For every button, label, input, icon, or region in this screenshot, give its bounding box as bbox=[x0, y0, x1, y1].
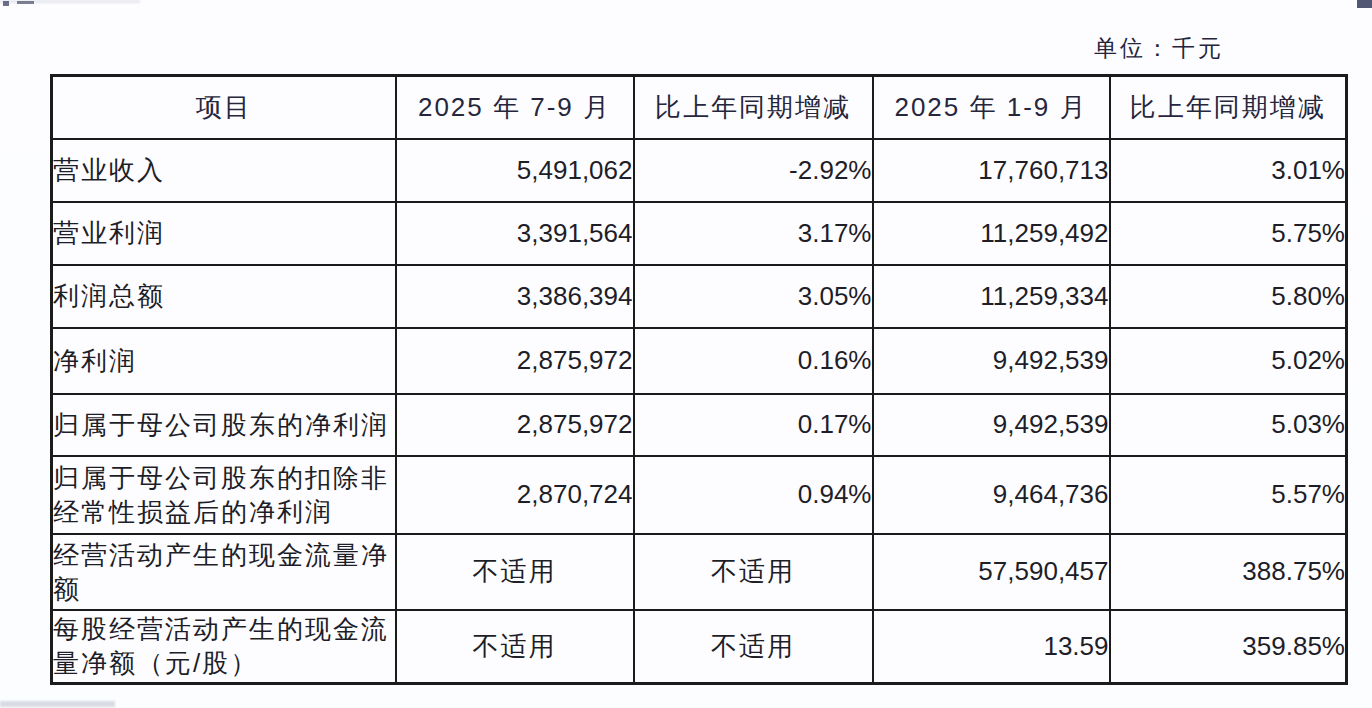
unit-label: 单位：千元 bbox=[1094, 33, 1224, 64]
value-cell: 17,760,713 bbox=[873, 139, 1110, 202]
value-cell: 5.03% bbox=[1110, 394, 1347, 456]
header-q3-yoy: 比上年同期增减 bbox=[634, 76, 873, 139]
value-cell: 2,875,972 bbox=[396, 328, 634, 394]
scan-smudge-bottom-left bbox=[0, 701, 115, 707]
value-cell: 不适用 bbox=[634, 534, 873, 610]
value-cell: 11,259,334 bbox=[873, 265, 1110, 328]
value-cell: 0.16% bbox=[634, 328, 873, 394]
row-label: 营业收入 bbox=[52, 139, 396, 202]
value-cell: 不适用 bbox=[396, 610, 634, 684]
table-row: 营业收入 5,491,062 -2.92% 17,760,713 3.01% bbox=[52, 139, 1347, 202]
row-label: 每股经营活动产生的现金流 量净额（元/股） bbox=[52, 610, 396, 684]
value-cell: 5.75% bbox=[1110, 202, 1347, 265]
value-cell: 359.85% bbox=[1110, 610, 1347, 684]
table-row: 归属于母公司股东的净利润 2,875,972 0.17% 9,492,539 5… bbox=[52, 394, 1347, 456]
value-cell: 9,464,736 bbox=[873, 456, 1110, 534]
value-cell: 5,491,062 bbox=[396, 139, 634, 202]
row-label: 净利润 bbox=[52, 328, 396, 394]
header-ytd-yoy: 比上年同期增减 bbox=[1110, 76, 1347, 139]
value-cell: 11,259,492 bbox=[873, 202, 1110, 265]
table-header-row: 项目 2025 年 7-9 月 比上年同期增减 2025 年 1-9 月 比上年… bbox=[52, 76, 1347, 139]
row-label: 经营活动产生的现金流量净 额 bbox=[52, 534, 396, 610]
row-label: 归属于母公司股东的净利润 bbox=[52, 394, 396, 456]
value-cell: 5.02% bbox=[1110, 328, 1347, 394]
row-label: 利润总额 bbox=[52, 265, 396, 328]
scan-mark-top-right bbox=[1357, 0, 1372, 8]
table-row: 营业利润 3,391,564 3.17% 11,259,492 5.75% bbox=[52, 202, 1347, 265]
value-cell: 3,386,394 bbox=[396, 265, 634, 328]
document-page: 单位：千元 项目 2025 年 7-9 月 比上年同期增减 2025 年 1-9… bbox=[0, 0, 1372, 708]
scan-mark-top-left-dash bbox=[17, 1, 34, 4]
value-cell: 5.80% bbox=[1110, 265, 1347, 328]
value-cell: 0.94% bbox=[634, 456, 873, 534]
row-label: 归属于母公司股东的扣除非 经常性损益后的净利润 bbox=[52, 456, 396, 534]
value-cell: 9,492,539 bbox=[873, 328, 1110, 394]
header-item: 项目 bbox=[52, 76, 396, 139]
value-cell: 57,590,457 bbox=[873, 534, 1110, 610]
value-cell: 3,391,564 bbox=[396, 202, 634, 265]
value-cell: 0.17% bbox=[634, 394, 873, 456]
value-cell: 3.01% bbox=[1110, 139, 1347, 202]
value-cell: 9,492,539 bbox=[873, 394, 1110, 456]
value-cell: 5.57% bbox=[1110, 456, 1347, 534]
value-cell: 388.75% bbox=[1110, 534, 1347, 610]
value-cell: 不适用 bbox=[396, 534, 634, 610]
value-cell: 13.59 bbox=[873, 610, 1110, 684]
value-cell: 不适用 bbox=[634, 610, 873, 684]
table-row: 归属于母公司股东的扣除非 经常性损益后的净利润 2,870,724 0.94% … bbox=[52, 456, 1347, 534]
table-row: 净利润 2,875,972 0.16% 9,492,539 5.02% bbox=[52, 328, 1347, 394]
row-label: 营业利润 bbox=[52, 202, 396, 265]
table-row: 经营活动产生的现金流量净 额 不适用 不适用 57,590,457 388.75… bbox=[52, 534, 1347, 610]
header-q3-period: 2025 年 7-9 月 bbox=[396, 76, 634, 139]
table-row: 每股经营活动产生的现金流 量净额（元/股） 不适用 不适用 13.59 359.… bbox=[52, 610, 1347, 684]
scan-mark-top-left bbox=[3, 1, 9, 6]
value-cell: -2.92% bbox=[634, 139, 873, 202]
financial-summary-table: 项目 2025 年 7-9 月 比上年同期增减 2025 年 1-9 月 比上年… bbox=[50, 74, 1348, 685]
header-ytd-period: 2025 年 1-9 月 bbox=[873, 76, 1110, 139]
value-cell: 3.17% bbox=[634, 202, 873, 265]
value-cell: 3.05% bbox=[634, 265, 873, 328]
value-cell: 2,870,724 bbox=[396, 456, 634, 534]
table-row: 利润总额 3,386,394 3.05% 11,259,334 5.80% bbox=[52, 265, 1347, 328]
value-cell: 2,875,972 bbox=[396, 394, 634, 456]
